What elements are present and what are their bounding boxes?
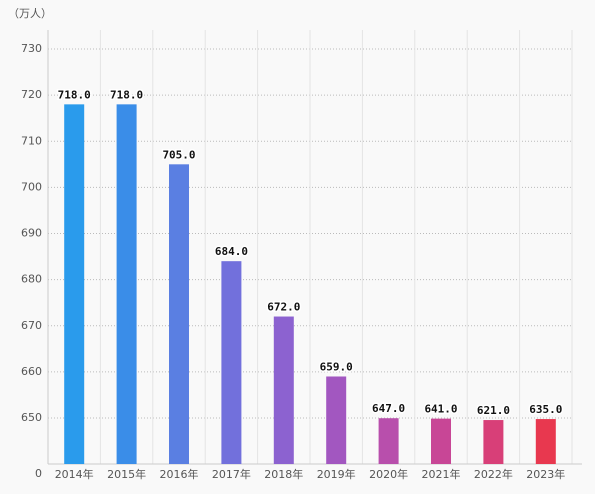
x-tick-label: 2022年 bbox=[474, 467, 513, 481]
bar bbox=[221, 261, 242, 464]
x-tick-label: 2021年 bbox=[422, 467, 461, 481]
value-label: 621.0 bbox=[477, 404, 510, 417]
bar bbox=[431, 418, 451, 464]
value-label: 647.0 bbox=[372, 402, 405, 415]
bar bbox=[64, 104, 85, 464]
bar bbox=[483, 420, 504, 464]
value-label: 635.0 bbox=[529, 403, 562, 416]
y-unit: （万人） bbox=[8, 7, 52, 20]
bar bbox=[273, 316, 294, 464]
x-tick-label: 2014年 bbox=[55, 467, 94, 481]
y-tick-label: 690 bbox=[21, 227, 42, 240]
y-tick-label: 660 bbox=[21, 365, 42, 378]
y-tick-label: 670 bbox=[21, 319, 42, 332]
y-tick-label: 700 bbox=[21, 180, 42, 193]
bar bbox=[116, 104, 137, 464]
bar bbox=[326, 376, 347, 464]
x-tick-label: 2023年 bbox=[526, 467, 565, 481]
x-tick-label: 2017年 bbox=[212, 467, 251, 481]
y-tick-label: 730 bbox=[21, 42, 42, 55]
value-label: 672.0 bbox=[267, 301, 300, 314]
value-label: 718.0 bbox=[58, 88, 91, 101]
value-label: 684.0 bbox=[215, 245, 248, 258]
value-label: 641.0 bbox=[424, 403, 457, 416]
y-tick-label: 720 bbox=[21, 88, 42, 101]
y-tick-label: 650 bbox=[21, 411, 42, 424]
value-label: 718.0 bbox=[110, 88, 143, 101]
y-tick-label: 710 bbox=[21, 134, 42, 147]
x-tick-label: 2018年 bbox=[264, 467, 303, 481]
x-tick-label: 2020年 bbox=[369, 467, 408, 481]
value-label: 659.0 bbox=[320, 360, 353, 373]
value-label: 705.0 bbox=[162, 148, 195, 161]
x-tick-label: 2015年 bbox=[107, 467, 146, 481]
y-tick-label: 0 bbox=[35, 467, 42, 480]
y-tick-label: 680 bbox=[21, 273, 42, 286]
bar bbox=[169, 164, 189, 464]
bar bbox=[378, 418, 399, 464]
bar bbox=[535, 419, 556, 464]
x-tick-label: 2019年 bbox=[317, 467, 356, 481]
x-tick-label: 2016年 bbox=[160, 467, 199, 481]
